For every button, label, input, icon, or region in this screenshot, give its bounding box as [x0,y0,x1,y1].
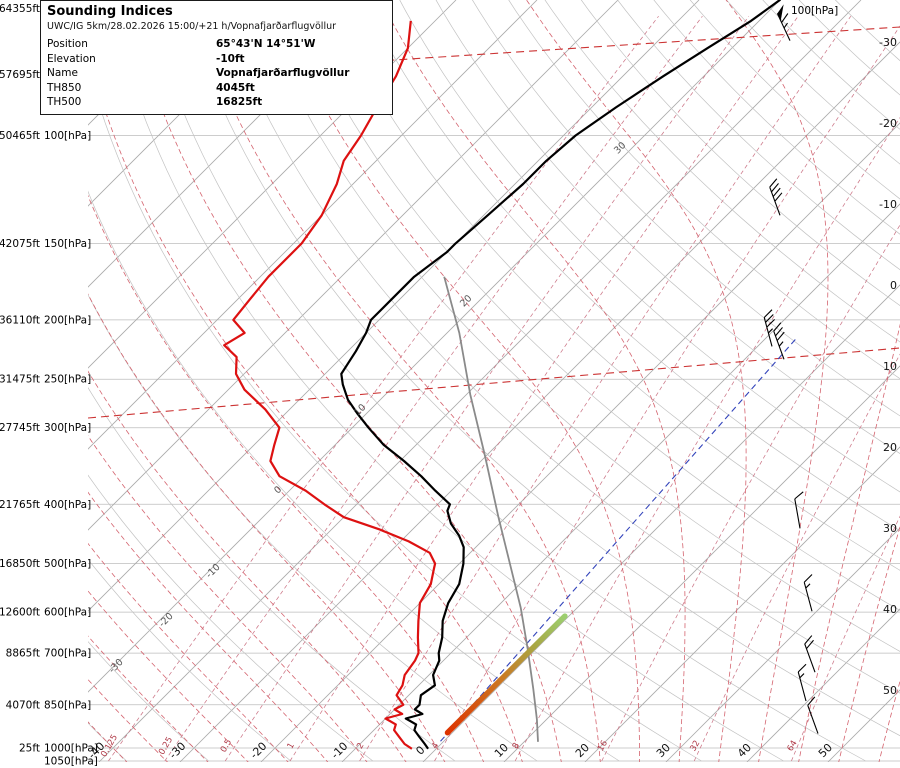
top-right-pressure-label: 100[hPa] [791,5,838,17]
info-row: TH500 16825ft [41,95,392,110]
wind-barb [769,178,783,216]
altitude-label: 42075ft [0,238,40,250]
pressure-label: 400[hPa] [44,499,91,511]
info-row-value: 16825ft [216,96,263,109]
mixing-ratio-label: 64 [786,739,800,753]
right-temp-label: -20 [879,117,897,130]
moist-adiabat-label: 20 [458,293,474,309]
altitude-label: 50465ft [0,130,40,142]
altitude-label: 25ft [19,743,40,755]
info-row-label: Name [47,67,78,80]
moist-adiabat-label: -10 [204,562,223,581]
pressure-label: 1000[hPa] [44,743,98,755]
altitude-label: 27745ft [0,422,40,434]
pressure-label: 250[hPa] [44,374,91,386]
right-temp-label: 30 [883,522,897,535]
altitude-label: 8865ft [6,648,40,660]
info-box-subtitle: UWC/IG 5km/28.02.2026 15:00/+21 h/Vopnaf… [47,21,337,32]
info-row-value: Vopnafjarðarflugvöllur [216,67,350,80]
moist-adiabat-label: 0 [272,484,284,496]
mixing-ratio-label: 0.5 [219,738,234,755]
info-row-label: Elevation [47,52,96,65]
wind-barb [804,635,816,673]
mixing-ratio-label: 16 [596,739,610,753]
pressure-label: 850[hPa] [44,699,91,711]
wind-barb [794,491,804,529]
surface-mixing-line [440,338,797,742]
mixing-ratio-label: 2 [355,741,366,751]
wind-barb [763,309,775,347]
info-row-label: TH850 [47,81,82,94]
right-temp-label: 0 [890,279,897,292]
altitude-label: 64355ft [0,3,40,15]
altitude-label: 16850ft [0,558,40,570]
wind-barb [776,4,791,41]
altitude-label: 31475ft [0,374,40,386]
pressure-label: 700[hPa] [44,648,91,660]
info-row: Elevation -10ft [41,52,392,67]
moist-adiabat-label: 10 [352,402,368,418]
reference-curve [443,276,539,742]
info-row: Name Vopnafjarðarflugvöllur [41,66,392,81]
temperature-curve [340,0,782,750]
info-row-label: TH500 [47,96,82,109]
pressure-label: 200[hPa] [44,314,91,326]
bottom-temp-label: -20 [248,740,270,762]
info-row-value: -10ft [216,52,245,65]
hodograph-line [444,613,568,736]
sounding-curves [223,0,782,750]
right-temp-label: -30 [879,36,897,49]
right-temp-label: 40 [883,603,897,616]
wind-barb [797,663,807,702]
mixing-ratio-label: 32 [688,739,702,753]
moist-adiabat-label: -20 [157,611,176,630]
isobar-lines [88,135,900,762]
right-temp-label: 20 [883,441,897,454]
bottom-temp-label: -10 [329,740,351,762]
mixing-ratio-label: 4 [430,741,441,751]
right-temp-label: 10 [883,360,897,373]
mixing-ratio-label: 8 [511,741,522,751]
info-row-value: 4045ft [216,81,255,94]
sounding-info-box: Sounding Indices UWC/IG 5km/28.02.2026 1… [40,0,393,115]
info-row-value: 65°43'N 14°51'W [216,38,316,50]
right-temp-label: -10 [879,198,897,211]
pressure-label: 500[hPa] [44,558,91,570]
mixing-ratio-lines [108,15,900,762]
dewpoint-curve [223,20,437,750]
info-row: TH850 4045ft [41,81,392,96]
altitude-label: 21765ft [0,499,40,511]
info-row: Position 65°43'N 14°51'W [41,37,392,52]
altitude-label: 57695ft [0,69,40,81]
pressure-label: 150[hPa] [44,238,91,250]
wind-barbs [763,4,819,734]
pressure-label: 300[hPa] [44,422,91,434]
right-temp-label: 50 [883,684,897,697]
wind-barb [773,322,785,360]
moist-adiabat-label: -30 [107,657,126,676]
pressure-label: 600[hPa] [44,607,91,619]
pressure-label: 100[hPa] [44,130,91,142]
info-row-label: Position [47,38,88,50]
wind-barb [803,574,813,612]
wind-barb [807,696,819,734]
info-box-rows: Position 65°43'N 14°51'W Elevation -10ft Nam… [41,37,392,110]
altitude-label: 12600ft [0,607,40,619]
altitude-label: 4070ft [6,699,40,711]
pressure-label: 1050[hPa] [44,755,98,767]
info-box-title: Sounding Indices [47,4,173,19]
altitude-label: 36110ft [0,314,40,326]
mixing-ratio-label: 1 [286,741,297,751]
